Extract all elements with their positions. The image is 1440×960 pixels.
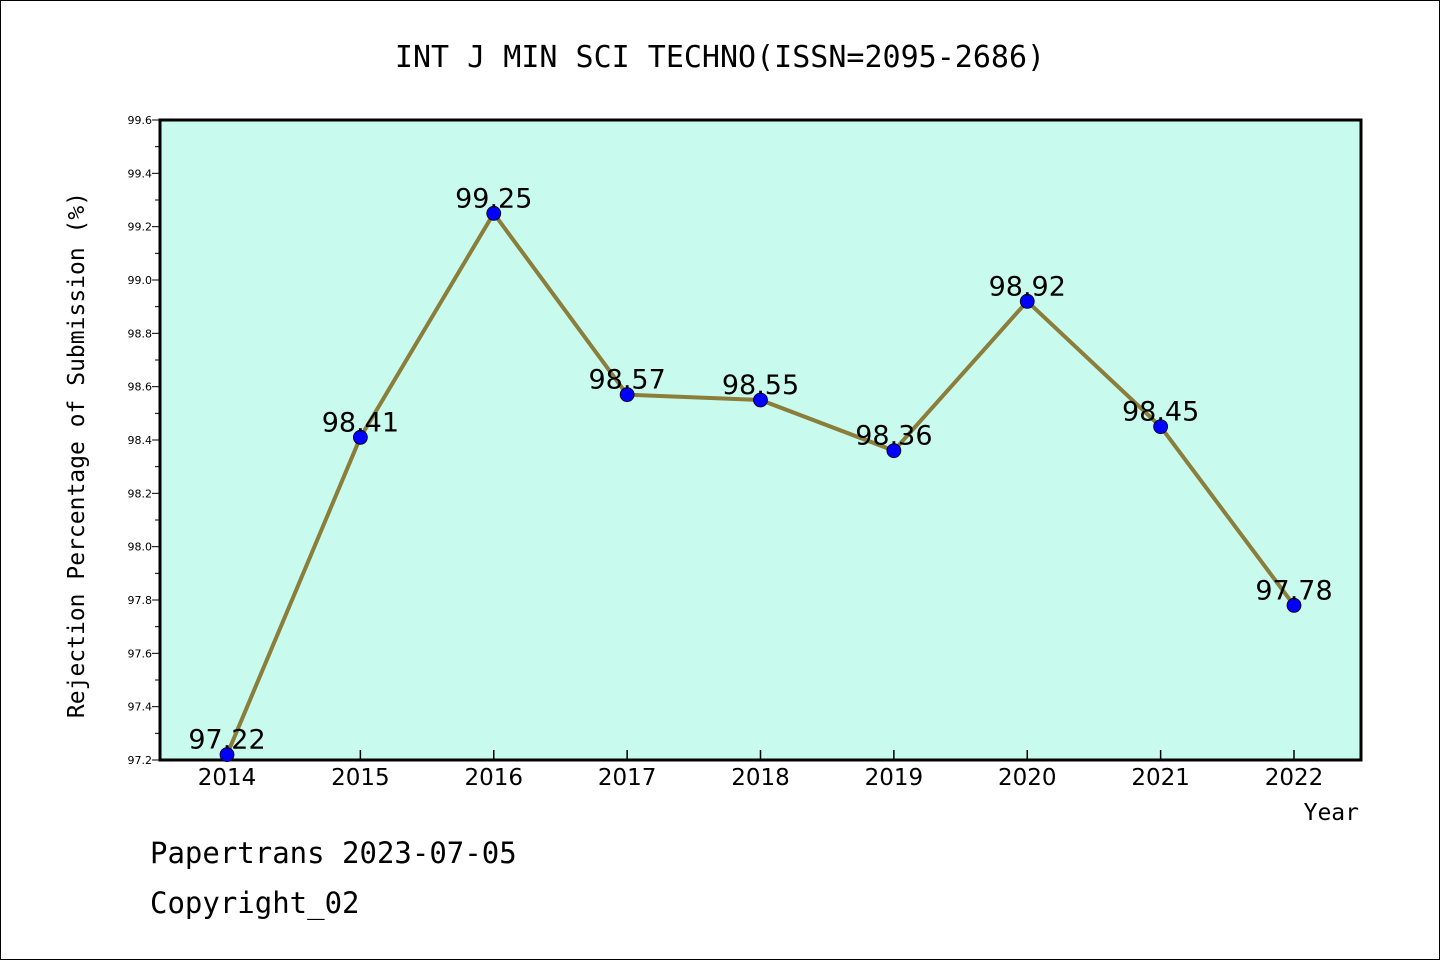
data-label: 98.55 xyxy=(722,370,799,401)
data-label: 97.78 xyxy=(1255,575,1332,606)
data-point-marker xyxy=(1019,293,1035,309)
footer-copyright-line: Copyright_02 xyxy=(150,886,360,920)
data-point-marker xyxy=(753,392,768,408)
y-tick-label: 97.4 xyxy=(128,701,153,714)
data-label: 98.36 xyxy=(855,421,932,452)
x-tick-label: 2014 xyxy=(198,765,257,791)
data-label: 97.22 xyxy=(188,725,265,756)
x-tick-label: 2022 xyxy=(1265,765,1324,791)
x-tick-label: 2019 xyxy=(865,765,924,791)
y-tick-label: 99.6 xyxy=(128,114,153,127)
y-tick-label: 98.4 xyxy=(128,434,153,447)
data-point-marker xyxy=(1286,597,1302,613)
x-tick-label: 2021 xyxy=(1131,765,1190,791)
plot-area xyxy=(158,118,1363,762)
data-point-marker xyxy=(219,747,235,763)
y-tick-label: 99.0 xyxy=(128,274,153,287)
data-point-marker xyxy=(486,205,502,221)
data-point-marker xyxy=(352,429,368,445)
y-axis: 97.2 97.4 97.6 97.8 98.0 98.2 98.4 98.6 98.8 99.0… xyxy=(128,114,160,767)
y-tick-label: 98.8 xyxy=(128,327,153,340)
data-label: 98.41 xyxy=(322,407,399,438)
y-tick-label: 98.2 xyxy=(128,487,153,500)
y-tick-label: 97.2 xyxy=(128,754,153,767)
data-label-layer: 97.22 98.41 99.25 98.57 98.55 98.36 98.92 98.45… xyxy=(188,183,1332,755)
data-label: 99.25 xyxy=(455,183,532,214)
y-tick-label: 98.6 xyxy=(128,381,153,394)
data-point-marker xyxy=(886,443,902,459)
x-axis: 2014 2015 2016 2017 2018 2019 2020 2021 2022 xyxy=(198,750,1324,791)
chart-title: INT J MIN SCI TECHNO(ISSN=2095-2686) xyxy=(395,40,1045,75)
x-tick-label: 2015 xyxy=(331,765,390,791)
y-tick-label: 97.8 xyxy=(128,594,153,607)
data-point-marker xyxy=(619,387,635,403)
footer-date-line: Papertrans 2023-07-05 xyxy=(150,836,517,870)
y-axis-label: Rejection Percentage of Submission (%) xyxy=(64,192,90,718)
x-axis-label: Year xyxy=(1304,800,1359,826)
y-tick-label: 99.4 xyxy=(128,167,153,180)
x-tick-label: 2020 xyxy=(998,765,1057,791)
data-label: 98.45 xyxy=(1122,397,1199,428)
x-tick-label: 2018 xyxy=(731,765,790,791)
y-tick-label: 99.2 xyxy=(128,221,153,234)
data-label: 98.92 xyxy=(989,271,1066,302)
y-tick-label: 97.6 xyxy=(128,647,153,660)
data-label: 98.57 xyxy=(588,365,665,396)
x-tick-label: 2016 xyxy=(464,765,523,791)
series-marker-layer xyxy=(219,205,1302,763)
x-tick-label: 2017 xyxy=(598,765,657,791)
data-point-marker xyxy=(1153,419,1169,435)
y-tick-label: 98.0 xyxy=(128,541,153,554)
